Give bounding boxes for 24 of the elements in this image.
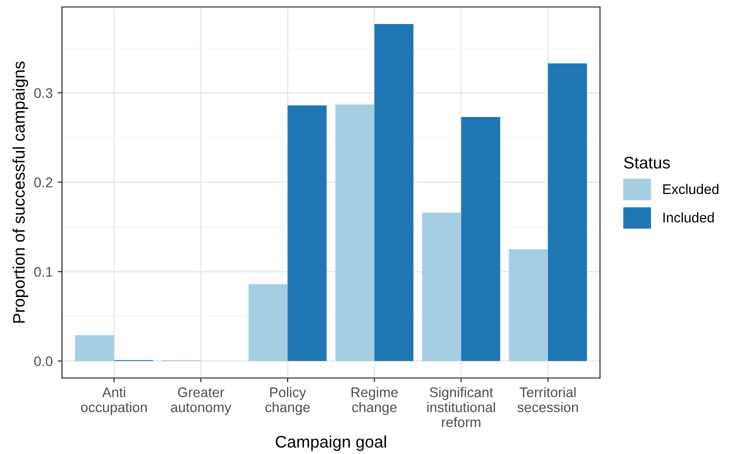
bar xyxy=(335,104,374,362)
bar xyxy=(374,24,414,362)
bar xyxy=(75,335,114,362)
legend-title: Status xyxy=(624,156,670,169)
x-axis-title: Campaign goal xyxy=(276,435,386,451)
y-tick-label: 0.3 xyxy=(34,88,52,98)
y-tick-label: 0.0 xyxy=(34,356,52,366)
bar xyxy=(548,63,587,362)
bar xyxy=(422,212,462,362)
legend-label: Included xyxy=(663,212,714,222)
x-tick-label: Regime change xyxy=(352,387,398,415)
y-tick-label: 0.1 xyxy=(34,266,52,277)
legend-label: Excluded xyxy=(663,184,718,194)
bar xyxy=(461,116,500,362)
x-tick-label: Significant institutional reform xyxy=(427,387,495,428)
x-tick-label: Territorial secession xyxy=(517,387,578,412)
bar xyxy=(248,284,288,362)
bar xyxy=(288,105,327,362)
x-tick-label: Policy change xyxy=(265,387,310,415)
x-tick-label: Greater autonomy xyxy=(170,387,232,415)
bar xyxy=(508,249,548,362)
y-tick-label: 0.2 xyxy=(34,178,52,188)
y-axis-title: Proportion of successful campaigns xyxy=(12,62,28,323)
x-tick-label: Anti occupation xyxy=(81,387,147,415)
